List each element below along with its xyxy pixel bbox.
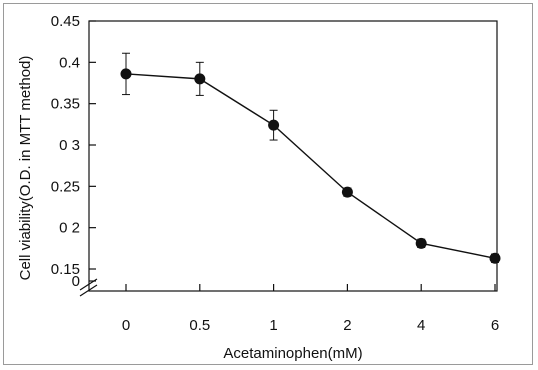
y-tick-label: 0.45 <box>51 13 80 30</box>
x-tick-label: 4 <box>417 317 425 334</box>
y-tick-label: 0.4 <box>59 54 80 71</box>
y-tick-label: 0 3 <box>59 137 80 154</box>
y-tick-label: 0.35 <box>51 96 80 113</box>
series-line <box>125 73 496 259</box>
y-tick-label: 0.15 <box>51 261 80 278</box>
data-point <box>415 237 427 249</box>
x-tick-label: 6 <box>491 317 499 334</box>
x-tick-label: 0 <box>122 317 130 334</box>
data-point <box>268 119 280 131</box>
y-axis-label: Cell viability(O.D. in MTT method) <box>17 56 34 281</box>
y-tick-label: 0 <box>72 273 80 290</box>
x-axis-label: Acetaminophen(mM) <box>223 345 362 362</box>
x-tick-label: 2 <box>343 317 351 334</box>
data-point <box>120 68 132 80</box>
data-point <box>341 186 353 198</box>
chart-frame <box>3 3 533 365</box>
y-tick-label: 0.25 <box>51 178 80 195</box>
data-point <box>194 73 206 85</box>
x-tick-label: 0.5 <box>189 317 210 334</box>
plot-area <box>88 20 498 292</box>
y-tick-label: 0 2 <box>59 220 80 237</box>
y-axis-break <box>79 278 98 297</box>
x-tick-label: 1 <box>269 317 277 334</box>
data-point <box>489 252 501 264</box>
